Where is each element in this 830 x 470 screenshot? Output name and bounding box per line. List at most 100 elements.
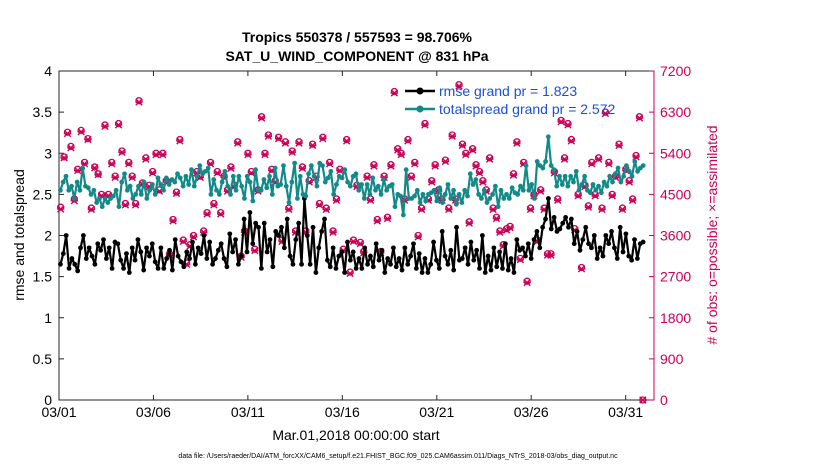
series-point-totalspread bbox=[278, 182, 284, 187]
series-point-rmse bbox=[69, 256, 75, 261]
series-point-rmse bbox=[534, 228, 540, 234]
series-point-totalspread bbox=[451, 187, 456, 193]
series-point-rmse bbox=[523, 253, 528, 259]
obs-assimilated-marker bbox=[261, 150, 269, 159]
series-point-totalspread bbox=[267, 173, 272, 179]
obs-possible-marker bbox=[234, 138, 242, 146]
series-point-totalspread bbox=[518, 183, 523, 189]
obs-possible-marker bbox=[496, 227, 504, 235]
obs-assimilated-marker bbox=[506, 224, 514, 232]
y-tick-label-right: 900 bbox=[660, 351, 684, 367]
series-point-rmse bbox=[629, 257, 635, 263]
series-point-rmse bbox=[106, 245, 112, 251]
series-point-totalspread bbox=[573, 168, 579, 174]
obs-assimilated-marker bbox=[465, 219, 473, 227]
obs-possible-marker bbox=[465, 218, 473, 226]
series-point-totalspread bbox=[412, 193, 417, 199]
series-point-rmse bbox=[89, 253, 95, 259]
series-point-totalspread bbox=[403, 167, 409, 173]
obs-assimilated-marker bbox=[125, 160, 133, 168]
obs-possible-marker bbox=[152, 149, 160, 157]
series-point-rmse bbox=[215, 247, 221, 253]
obs-possible-marker bbox=[332, 195, 341, 203]
obs-assimilated-marker bbox=[121, 201, 130, 209]
series-point-totalspread bbox=[593, 187, 599, 193]
y-tick-label-left: 0 bbox=[44, 392, 52, 408]
obs-possible-marker bbox=[373, 215, 381, 224]
series-point-rmse bbox=[195, 245, 201, 251]
obs-assimilated-marker bbox=[414, 233, 422, 241]
series-point-rmse bbox=[419, 270, 425, 275]
series-point-rmse bbox=[577, 247, 583, 253]
series-point-rmse bbox=[126, 270, 132, 275]
legend-rmse-label: rmse grand pr = 1.823 bbox=[439, 83, 577, 99]
series-point-totalspread bbox=[610, 179, 615, 185]
series-point-rmse bbox=[218, 241, 224, 247]
series-point-totalspread bbox=[141, 179, 147, 185]
obs-assimilated-marker bbox=[298, 164, 307, 173]
obs-possible-marker bbox=[489, 204, 497, 212]
series-point-totalspread bbox=[370, 175, 376, 181]
y-tick-label-left: 2.5 bbox=[33, 186, 53, 202]
series-point-totalspread bbox=[392, 204, 398, 210]
series-point-rmse bbox=[178, 259, 184, 265]
series-point-rmse bbox=[221, 256, 227, 261]
obs-assimilated-marker bbox=[489, 205, 497, 214]
obs-assimilated-marker bbox=[567, 137, 576, 145]
series-point-totalspread bbox=[71, 196, 77, 201]
obs-possible-marker bbox=[455, 81, 463, 89]
obs-assimilated-marker bbox=[370, 162, 378, 170]
obs-possible-marker bbox=[356, 238, 364, 247]
series-point-totalspread bbox=[520, 187, 526, 193]
series-point-rmse bbox=[60, 251, 66, 256]
obs-possible-marker bbox=[632, 151, 640, 160]
y-tick-label-left: 3 bbox=[44, 145, 52, 161]
obs-possible-marker bbox=[513, 138, 521, 146]
obs-possible-marker bbox=[349, 236, 358, 244]
series-point-rmse bbox=[416, 251, 422, 256]
obs-assimilated-marker bbox=[342, 137, 351, 145]
series-point-rmse bbox=[505, 267, 511, 273]
series-point-rmse bbox=[207, 239, 213, 245]
series-point-totalspread bbox=[144, 196, 150, 201]
obs-assimilated-marker bbox=[564, 121, 572, 129]
series-point-rmse bbox=[574, 228, 580, 234]
obs-possible-marker bbox=[343, 135, 351, 144]
obs-assimilated-marker bbox=[322, 205, 330, 214]
series-point-totalspread bbox=[375, 183, 381, 189]
obs-assimilated-marker bbox=[632, 153, 640, 161]
series-point-rmse bbox=[296, 220, 302, 226]
series-point-rmse bbox=[293, 237, 299, 243]
series-point-totalspread bbox=[612, 171, 618, 177]
series-point-totalspread bbox=[431, 187, 437, 193]
series-point-rmse bbox=[181, 264, 187, 270]
series-point-rmse bbox=[135, 237, 141, 243]
series-point-rmse bbox=[396, 256, 402, 261]
series-point-rmse bbox=[132, 257, 138, 263]
series-point-totalspread bbox=[462, 187, 468, 193]
series-point-rmse bbox=[445, 261, 451, 267]
series-point-rmse bbox=[528, 256, 534, 261]
series-point-rmse bbox=[520, 245, 525, 251]
series-point-rmse bbox=[502, 241, 508, 247]
series-point-totalspread bbox=[470, 182, 476, 187]
series-point-totalspread bbox=[459, 200, 465, 206]
obs-assimilated-marker bbox=[111, 173, 119, 182]
obs-possible-marker bbox=[407, 172, 416, 180]
series-point-totalspread bbox=[579, 182, 585, 187]
series-point-rmse bbox=[431, 239, 436, 245]
series-point-rmse bbox=[253, 220, 259, 226]
series-point-rmse bbox=[147, 253, 152, 259]
series-point-rmse bbox=[591, 233, 597, 238]
obs-possible-marker bbox=[257, 113, 266, 121]
series-point-rmse bbox=[233, 237, 238, 243]
series-point-totalspread bbox=[557, 173, 562, 179]
obs-assimilated-marker bbox=[509, 171, 518, 179]
series-point-totalspread bbox=[501, 196, 507, 201]
series-point-rmse bbox=[531, 237, 537, 243]
series-point-rmse bbox=[471, 257, 477, 263]
series-point-rmse bbox=[537, 245, 543, 251]
obs-possible-marker bbox=[479, 177, 487, 185]
obs-possible-marker bbox=[274, 133, 283, 141]
series-point-rmse bbox=[129, 245, 135, 251]
